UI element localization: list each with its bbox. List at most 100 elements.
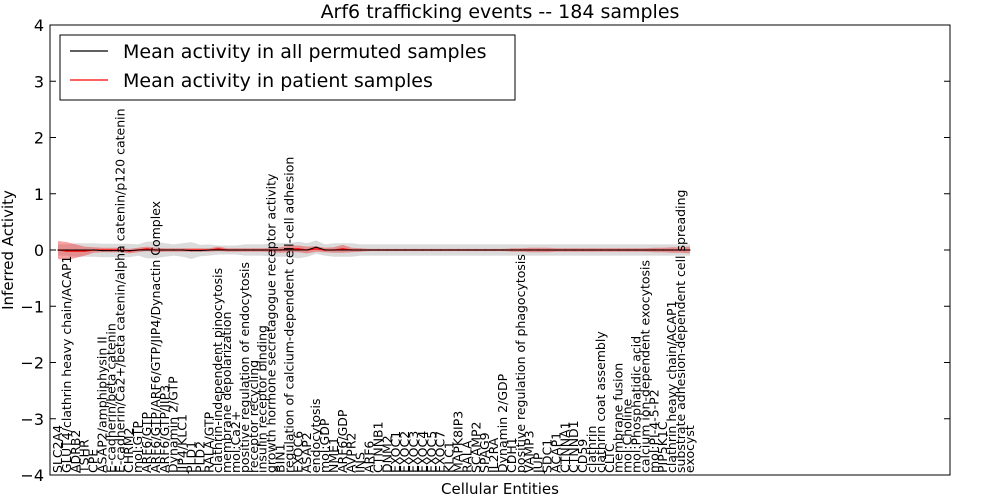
data-point xyxy=(253,249,255,251)
x-tick-label: KLC1 xyxy=(442,441,457,473)
x-tick-label: regulation of calcium-dependent cell-cel… xyxy=(281,157,296,473)
data-point xyxy=(173,249,175,251)
y-tick-label: −1 xyxy=(20,297,44,316)
x-tick-label: CHRM2 xyxy=(121,427,136,473)
data-point xyxy=(315,246,317,248)
legend: Mean activity in all permuted samples Me… xyxy=(59,34,516,101)
data-point xyxy=(671,249,673,251)
x-tick-label: ARF6/GTP xyxy=(139,412,154,473)
x-tick-label: AVPR2 xyxy=(344,433,359,473)
x-tick-label: receptor recycling xyxy=(246,360,261,473)
x-tick-label: SDC1 xyxy=(540,439,555,473)
x-tick-label: EXOC5 xyxy=(424,431,439,473)
x-tick-label: BIN1 xyxy=(273,443,288,473)
plot-area xyxy=(57,240,691,261)
x-tick-label: ARF6/GTP/JIP3 xyxy=(157,385,172,473)
x-tick-label: SPAG9 xyxy=(477,432,492,473)
x-tick-label: mol:GDP xyxy=(317,418,332,473)
data-point xyxy=(573,249,575,251)
x-tick-label: RALA xyxy=(459,440,474,473)
x-tick-label: CD59 xyxy=(575,439,590,473)
x-tick-label: ARF6/GTP/ARF6/GTP/JIP4/Dynactin Complex xyxy=(148,201,163,473)
x-tick-label: mol:Choline xyxy=(620,398,635,473)
data-point xyxy=(244,249,246,251)
data-point xyxy=(422,249,424,251)
data-point xyxy=(306,249,308,251)
data-point xyxy=(431,249,433,251)
x-tick-label: positive regulation of phagocytosis xyxy=(513,254,528,473)
x-tick-label: CTNNB1 xyxy=(370,421,385,473)
data-point xyxy=(413,249,415,251)
x-tick-label: CLTC xyxy=(602,443,617,473)
x-tick-label: ASAP2 xyxy=(299,432,314,473)
data-point xyxy=(529,249,531,251)
data-point xyxy=(662,249,664,251)
x-tick-label: ADRB2 xyxy=(68,430,83,473)
x-tick-label: IL2RA xyxy=(486,437,501,473)
x-tick-label: EXOC1 xyxy=(388,431,403,473)
data-point xyxy=(635,249,638,251)
data-point xyxy=(475,249,477,251)
data-point xyxy=(609,249,611,251)
data-point xyxy=(119,250,121,252)
data-point xyxy=(502,249,504,251)
data-point xyxy=(164,249,166,251)
data-point xyxy=(484,249,486,251)
data-point xyxy=(297,249,299,251)
x-tick-label: ARF6/GDP xyxy=(335,409,350,473)
data-point xyxy=(386,249,388,251)
data-point xyxy=(493,249,495,251)
data-point xyxy=(600,249,602,251)
x-tick-label: membrane fusion xyxy=(611,363,626,473)
x-tick-label: insulin receptor binding xyxy=(255,325,270,473)
data-point xyxy=(235,249,237,251)
chart-title: Arf6 trafficking events -- 184 samples xyxy=(321,1,680,23)
legend-label-permuted: Mean activity in all permuted samples xyxy=(123,41,486,63)
data-point xyxy=(440,249,442,251)
x-tick-label: PIP5K1C xyxy=(655,421,670,473)
data-point xyxy=(546,249,549,251)
data-point xyxy=(511,249,513,251)
data-point xyxy=(262,249,264,251)
x-tick-label: E-cadherin/Ca2+/beta catenin/alpha caten… xyxy=(112,108,127,473)
data-point xyxy=(271,249,273,251)
data-point xyxy=(315,248,317,250)
x-tick-label: SLC2A4 xyxy=(50,425,65,473)
series-line-permuted xyxy=(58,246,690,252)
data-point xyxy=(555,249,558,251)
x-tick-label: JUP xyxy=(531,452,546,474)
data-point xyxy=(351,249,353,251)
data-point xyxy=(199,250,201,252)
data-point xyxy=(66,250,68,252)
data-point xyxy=(627,249,629,251)
data-point xyxy=(591,249,593,251)
data-point xyxy=(217,249,219,251)
data-point xyxy=(449,249,451,251)
data-point xyxy=(288,249,290,251)
x-tick-label: EXOC6 xyxy=(290,431,305,473)
x-tick-label: DNM2 xyxy=(379,435,394,473)
data-point xyxy=(208,249,210,251)
data-point xyxy=(644,249,647,251)
x-tick-label: TSHR xyxy=(77,439,92,474)
data-point xyxy=(279,249,282,251)
x-tick-label: RALA/GTP xyxy=(201,411,216,473)
data-point xyxy=(146,249,148,251)
data-point xyxy=(653,249,655,251)
data-point xyxy=(93,249,95,251)
x-tick-label: NME1 xyxy=(326,437,341,473)
data-point xyxy=(457,249,460,251)
data-point xyxy=(395,249,397,251)
x-tick-label: GLUT4/clathrin heavy chain/ACAP1 xyxy=(59,255,74,473)
x-tick-label: EXOC3 xyxy=(406,431,421,473)
x-tick-label: CDH1 xyxy=(504,437,519,473)
x-tick-label: mol:PI-4-5-P2 xyxy=(646,389,661,473)
data-point xyxy=(360,249,362,251)
x-tick-label: membrane depolarization xyxy=(219,312,234,473)
x-tick-label: calcium ion-dependent exocytosis xyxy=(637,260,652,473)
x-tick-label: Dynamin 2/GDP xyxy=(495,373,510,473)
x-tick-label: mol:Ca2+ xyxy=(228,411,243,473)
data-point xyxy=(75,249,77,251)
